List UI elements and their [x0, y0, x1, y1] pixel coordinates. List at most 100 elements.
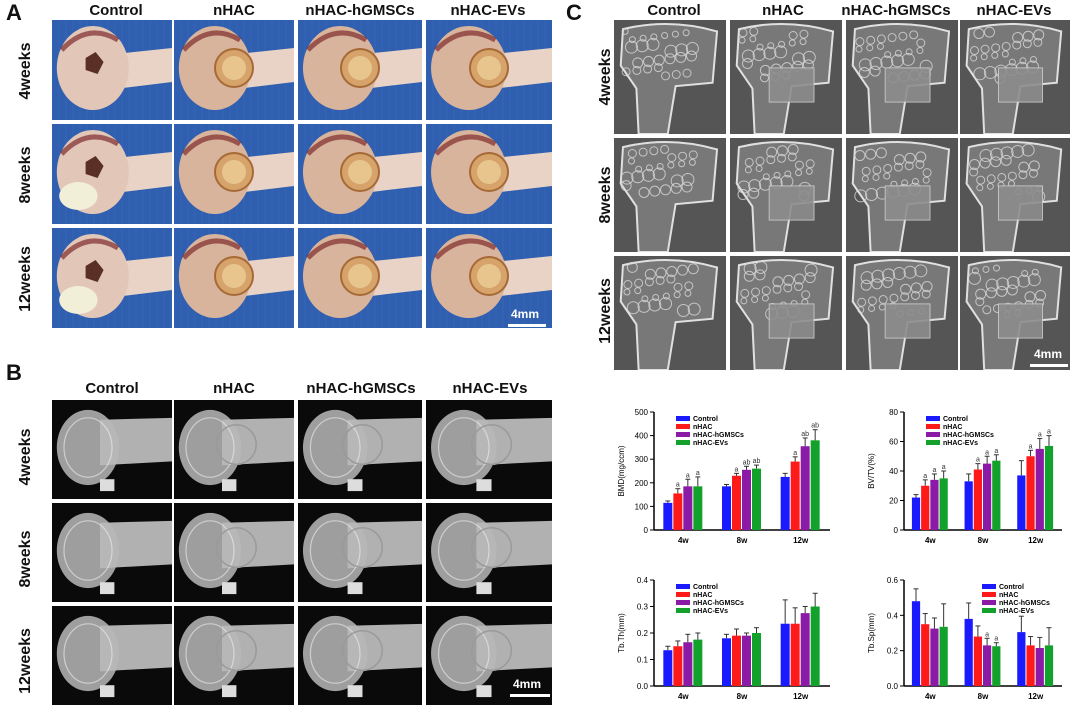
bar [663, 502, 673, 530]
panel-a-row-4weeks: 4weeks [17, 42, 34, 100]
chart-bvtv: 0 20 40 60 80 BV/TV(%) a a a 4w a a a 8w a a a 12w Control… [862, 404, 1072, 557]
legend-swatch [676, 600, 690, 605]
bar [663, 650, 673, 686]
panel-c-row-4weeks: 4weeks [597, 48, 614, 106]
significance-label: a [994, 448, 998, 455]
x-tick-label: 8w [978, 536, 989, 545]
legend-swatch [926, 440, 940, 445]
y-tick-label: 0.2 [637, 629, 649, 638]
y-tick-label: 0 [894, 526, 899, 535]
bar [752, 633, 761, 686]
xray-12weeks-control [52, 606, 172, 705]
panel-b-scale-bar [510, 694, 550, 697]
panel-a-row-8weeks: 8weeks [17, 146, 34, 204]
legend-swatch [926, 416, 940, 421]
microct-4weeks-nhac [730, 20, 842, 134]
panel-b-scale-label: 4mm [513, 677, 542, 691]
microct-8weeks-control [614, 138, 726, 252]
legend-label: nHAC-EVs [943, 440, 978, 447]
y-tick-label: 0.3 [637, 603, 649, 612]
bar [673, 646, 683, 686]
legend-label: nHAC [693, 424, 712, 431]
xray-4weeks-control [52, 400, 172, 499]
bar [800, 613, 810, 686]
bar [722, 486, 731, 530]
legend-swatch [982, 584, 996, 589]
bar [930, 479, 939, 530]
microct-8weeks-nhac [730, 138, 842, 252]
bar [1026, 456, 1035, 530]
photo-8weeks-nhac [174, 124, 294, 224]
bar [732, 475, 741, 530]
panel-a-scale-bar [508, 324, 546, 327]
y-tick-label: 0 [644, 526, 649, 535]
legend-label: Control [943, 416, 968, 423]
significance-label: a [1029, 443, 1033, 450]
significance-label: ab [801, 431, 809, 438]
bar [1044, 645, 1054, 686]
panel-b-row-4weeks: 4weeks [17, 428, 34, 486]
legend-label: Control [999, 584, 1024, 591]
bar [939, 478, 948, 530]
bar [732, 635, 741, 686]
x-tick-label: 8w [978, 692, 989, 701]
bar [939, 626, 948, 686]
bar [752, 468, 761, 530]
bar [810, 606, 820, 686]
panel-a-row-12weeks: 12weeks [17, 246, 34, 312]
bar [673, 493, 683, 530]
microct-12weeks-control [614, 256, 726, 370]
bar [1035, 648, 1044, 686]
photo-4weeks-evs [426, 20, 552, 120]
legend-label: nHAC [999, 592, 1018, 599]
xray-8weeks-nhac [174, 503, 294, 602]
legend-label: nHAC-EVs [693, 608, 728, 615]
xray-12weeks-nhac [174, 606, 294, 705]
bar [1035, 448, 1044, 530]
photo-4weeks-control [52, 20, 172, 120]
legend-label: nHAC-hGMSCs [999, 600, 1050, 607]
bar [722, 638, 731, 686]
y-tick-label: 100 [635, 502, 649, 511]
bar [973, 636, 982, 686]
panel-b-col-hgmscs: nHAC-hGMSCs [306, 380, 416, 397]
microct-12weeks-nhac [730, 256, 842, 370]
xray-8weeks-control [52, 503, 172, 602]
bar [921, 485, 930, 530]
y-tick-label: 300 [635, 455, 649, 464]
photo-8weeks-control [52, 124, 172, 224]
panel-c-row-8weeks: 8weeks [597, 166, 614, 224]
microct-8weeks-evs [960, 138, 1070, 252]
microct-4weeks-control [614, 20, 726, 134]
photo-12weeks-nhac [174, 228, 294, 328]
bar [964, 481, 973, 530]
legend-label: nHAC [693, 592, 712, 599]
y-tick-label: 0.6 [887, 576, 899, 585]
significance-label: a [985, 631, 989, 638]
microct-4weeks-evs [960, 20, 1070, 134]
bar [1017, 632, 1026, 686]
bar [911, 601, 921, 686]
xray-4weeks-evs [426, 400, 552, 499]
chart-bmd: 0 100 200 300 400 500 BMD(mg/ccm) a a a 4w a ab ab 8w a… [612, 404, 840, 557]
significance-label: a [976, 457, 980, 464]
legend-swatch [676, 432, 690, 437]
bar [983, 463, 992, 530]
y-tick-label: 0.4 [887, 611, 899, 620]
x-tick-label: 12w [1028, 692, 1044, 701]
panel-c-letter: C [566, 0, 582, 25]
y-tick-label: 40 [889, 467, 898, 476]
legend-swatch [676, 424, 690, 429]
photo-8weeks-hgmscs [298, 124, 422, 224]
legend-swatch [676, 592, 690, 597]
bar [742, 469, 751, 530]
xray-12weeks-hgmscs [298, 606, 422, 705]
significance-label: a [696, 470, 700, 477]
y-tick-label: 0.0 [637, 682, 649, 691]
bar [983, 645, 992, 686]
xray-4weeks-nhac [174, 400, 294, 499]
bar [780, 623, 790, 686]
x-tick-label: 12w [793, 536, 809, 545]
panel-b-letter: B [6, 360, 22, 385]
legend-label: nHAC-EVs [693, 440, 728, 447]
